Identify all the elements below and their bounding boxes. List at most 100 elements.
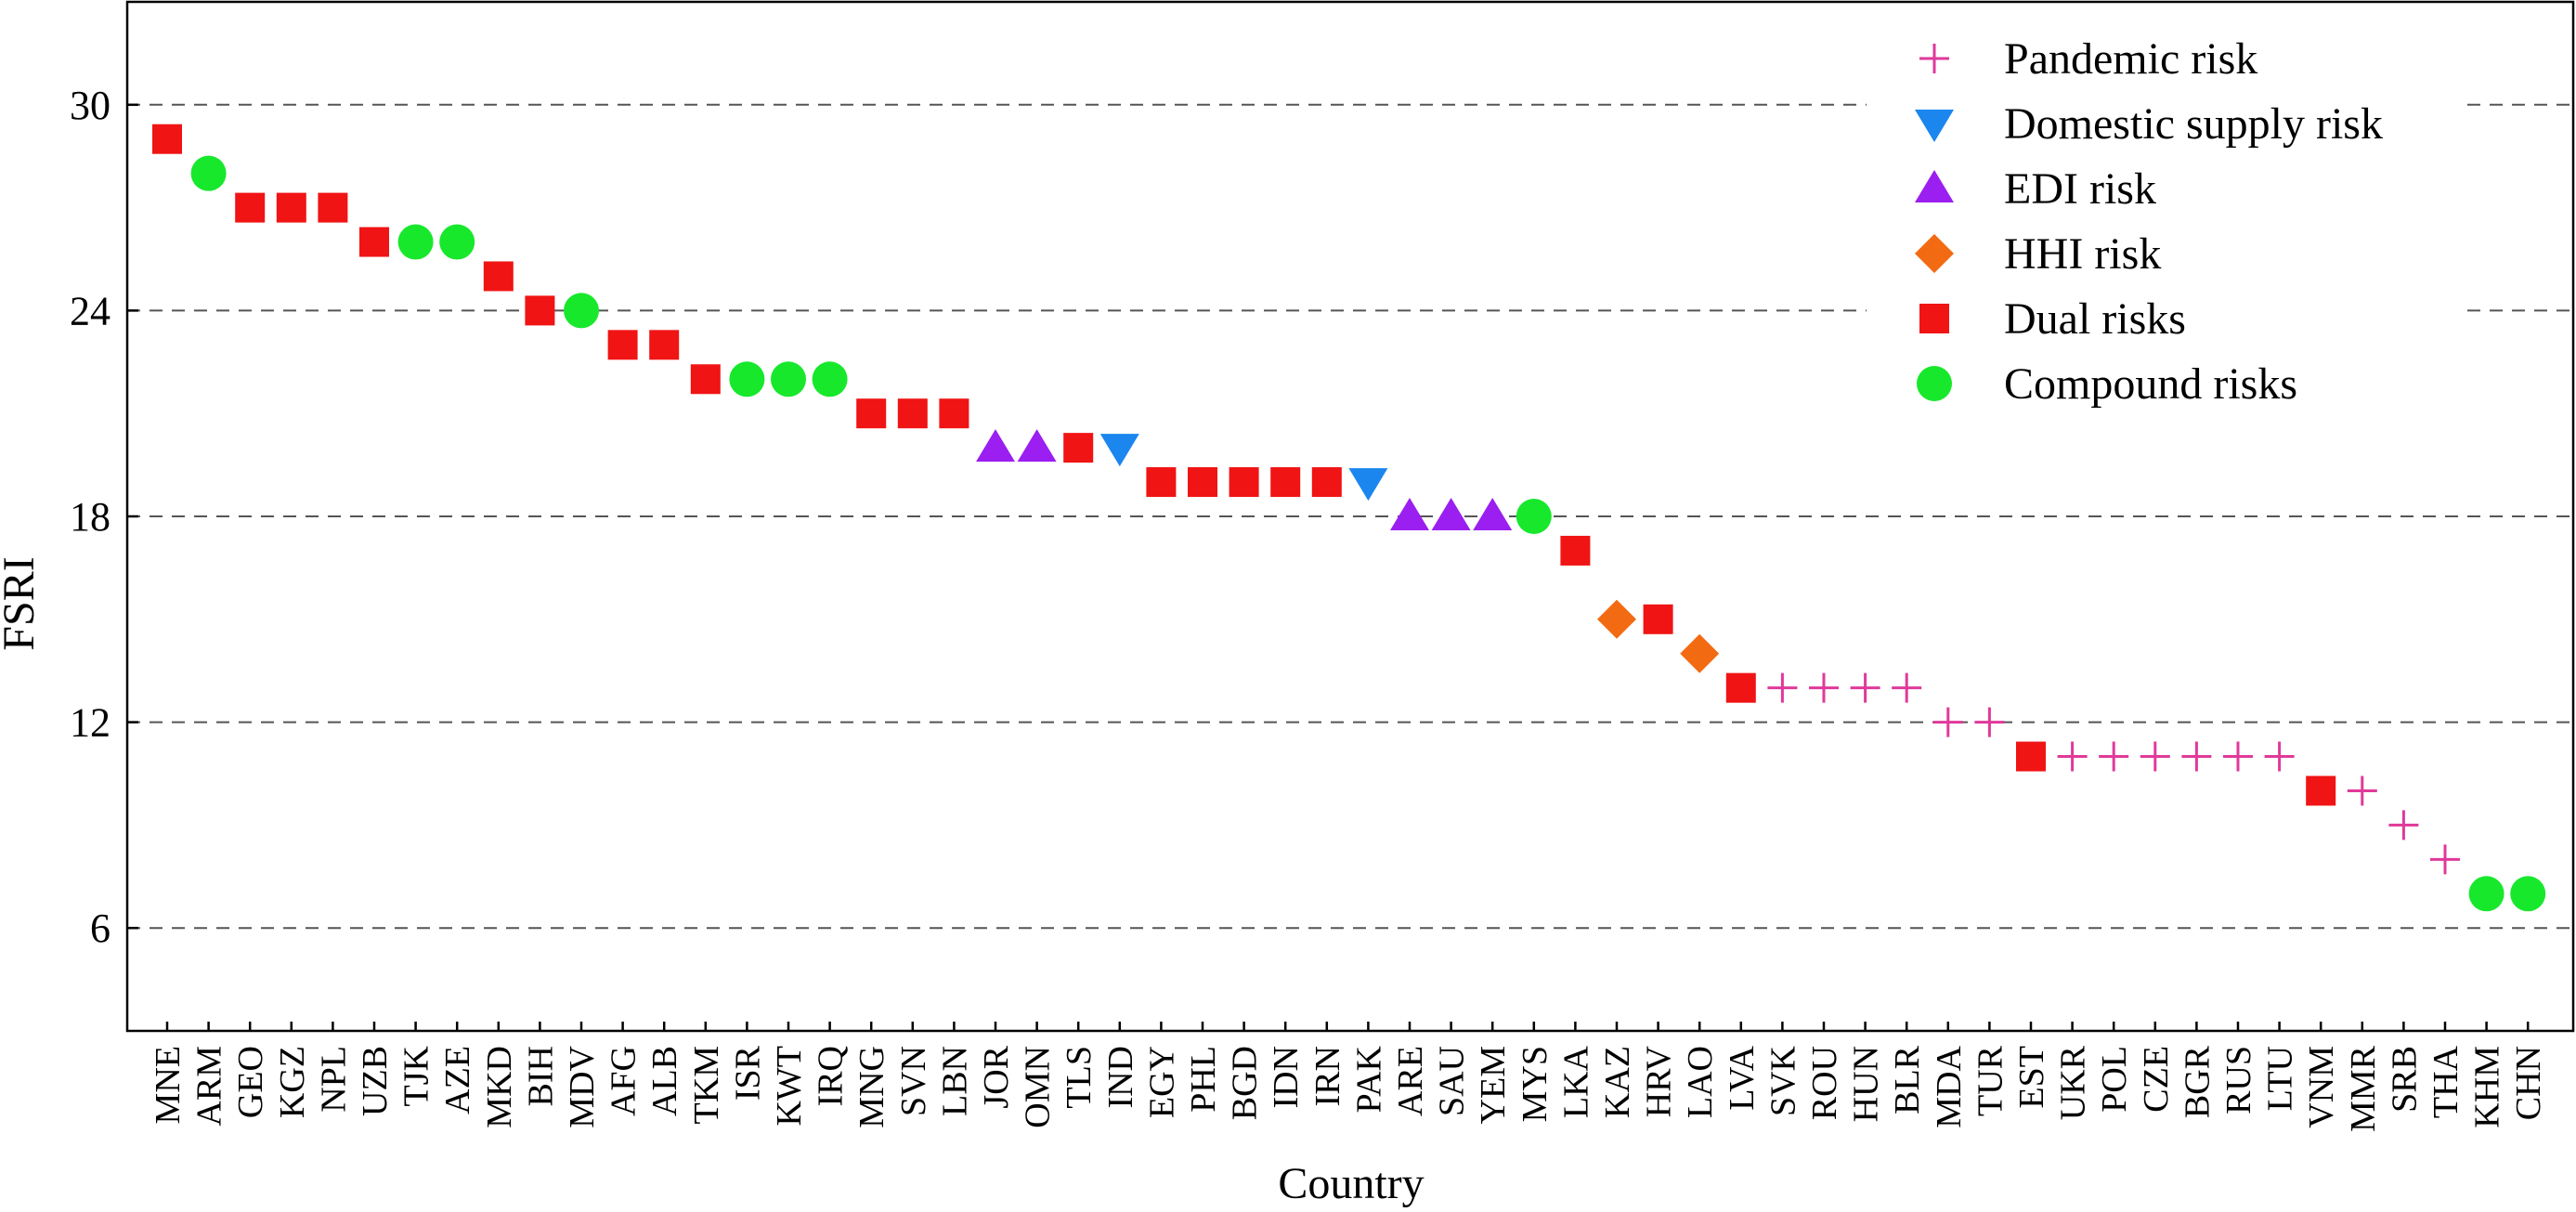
data-point-mys: [1516, 499, 1552, 534]
x-tick-label: KWT: [770, 1046, 809, 1127]
data-point-jor: [976, 429, 1015, 463]
x-tick-label: NPL: [314, 1046, 353, 1113]
x-tick-label: HRV: [1640, 1045, 1679, 1117]
data-point-geo: [235, 192, 266, 223]
data-point-afg: [607, 330, 638, 360]
y-axis-label: FSRI: [0, 556, 44, 650]
x-tick-label: IRQ: [812, 1046, 851, 1106]
data-point-ltu: [2264, 741, 2295, 772]
data-point-hrv: [1643, 604, 1673, 634]
data-point-uzb: [359, 227, 389, 257]
data-point-pak: [1348, 468, 1388, 502]
x-tick-label: LAO: [1681, 1046, 1720, 1118]
legend-marker-compound: [1917, 366, 1952, 401]
data-point-idn: [1270, 467, 1301, 498]
x-tick-label: EST: [2012, 1046, 2051, 1109]
x-tick-label: BGD: [1226, 1046, 1265, 1120]
x-tick-label: ALB: [645, 1046, 684, 1116]
data-point-tls: [1063, 433, 1094, 463]
data-point-pol: [2099, 741, 2129, 772]
x-tick-label: CZE: [2137, 1046, 2176, 1113]
x-tick-label: UKR: [2054, 1045, 2093, 1120]
data-point-kaz: [1597, 599, 1636, 639]
data-point-lva: [1725, 672, 1756, 703]
data-point-kwt: [771, 361, 806, 397]
x-tick-label: YEM: [1474, 1046, 1513, 1124]
data-point-irq: [812, 361, 848, 397]
x-tick-label: IRN: [1308, 1046, 1347, 1106]
x-tick-label: TUR: [1971, 1045, 2010, 1116]
x-tick-label: IDN: [1267, 1046, 1306, 1109]
plot-frame: [125, 0, 2575, 1033]
legend-marker-edi: [1915, 170, 1954, 202]
y-axis-ticks: 6 12 18 24 30: [70, 83, 138, 951]
y-tick-label: 12: [70, 700, 111, 746]
x-tick-label: KGZ: [273, 1046, 312, 1118]
legend-label-dual: Dual risks: [2004, 294, 2186, 344]
data-point-egy: [1146, 467, 1177, 498]
x-tick-label: MDA: [1930, 1045, 1969, 1127]
x-tick-label: ARM: [190, 1046, 229, 1127]
data-point-aze: [439, 224, 475, 260]
data-point-tha: [2430, 844, 2460, 875]
x-tick-label: BIH: [521, 1046, 560, 1106]
x-tick-label: MDV: [563, 1045, 602, 1127]
legend-marker-dual: [1919, 304, 1949, 333]
legend: Pandemic risk Domestic supply risk EDI ris…: [1867, 28, 2461, 418]
legend-marker-domestic: [1915, 110, 1954, 142]
x-tick-label: CHN: [2509, 1046, 2548, 1120]
x-tick-label: LBN: [935, 1046, 974, 1116]
data-point-rus: [2223, 741, 2253, 772]
x-tick-label: ARE: [1391, 1046, 1430, 1116]
data-point-npl: [318, 192, 348, 223]
data-point-mmr: [2347, 775, 2377, 806]
x-tick-label: UZB: [356, 1046, 395, 1116]
data-point-lao: [1680, 633, 1720, 673]
y-tick-label: 24: [70, 288, 111, 333]
data-point-sau: [1431, 498, 1471, 530]
data-point-irn: [1311, 467, 1342, 498]
x-tick-label: IND: [1101, 1046, 1140, 1109]
data-point-est: [2016, 741, 2046, 772]
data-point-ukr: [2057, 741, 2088, 772]
data-point-khm: [2468, 876, 2504, 912]
data-point-blr: [1892, 672, 1922, 703]
data-point-tjk: [397, 224, 434, 260]
x-tick-label: MNG: [852, 1046, 891, 1128]
legend-label-domestic: Domestic supply risk: [2004, 99, 2383, 149]
data-point-phl: [1188, 467, 1217, 498]
x-tick-label: LVA: [1723, 1045, 1762, 1110]
data-point-are: [1390, 498, 1429, 530]
x-tick-label: KHM: [2468, 1046, 2507, 1128]
data-point-tur: [1974, 707, 2005, 737]
legend-marker-hhi: [1915, 234, 1954, 273]
x-tick-label: PHL: [1184, 1046, 1223, 1113]
data-point-hun: [1850, 672, 1880, 703]
data-point-bgr: [2181, 741, 2212, 772]
data-point-mkd: [483, 261, 514, 292]
x-tick-label: ISR: [728, 1045, 767, 1101]
legend-label-compound: Compound risks: [2004, 359, 2297, 409]
legend-marker-pandemic: [1919, 44, 1949, 73]
x-tick-label: MMR: [2344, 1045, 2383, 1132]
data-point-ind: [1099, 434, 1139, 467]
x-tick-label: PAK: [1349, 1045, 1388, 1113]
data-point-tkm: [690, 364, 721, 395]
data-point-arm: [190, 155, 227, 191]
data-point-omn: [1017, 429, 1057, 463]
x-tick-label: ROU: [1805, 1046, 1844, 1120]
x-tick-label: SVN: [894, 1046, 933, 1116]
x-tick-label: OMN: [1019, 1046, 1058, 1128]
x-tick-label: LTU: [2261, 1046, 2300, 1111]
legend-background: [1867, 28, 2461, 418]
data-point-isr: [729, 361, 765, 397]
legend-label-pandemic: Pandemic risk: [2004, 34, 2257, 84]
data-point-mda: [1932, 707, 1963, 737]
data-point-yem: [1473, 498, 1513, 530]
data-point-bih: [525, 295, 555, 326]
legend-label-edi: EDI risk: [2004, 164, 2156, 214]
data-point-svk: [1767, 672, 1798, 703]
data-point-mng: [856, 398, 887, 429]
x-tick-label: SRB: [2385, 1046, 2424, 1113]
